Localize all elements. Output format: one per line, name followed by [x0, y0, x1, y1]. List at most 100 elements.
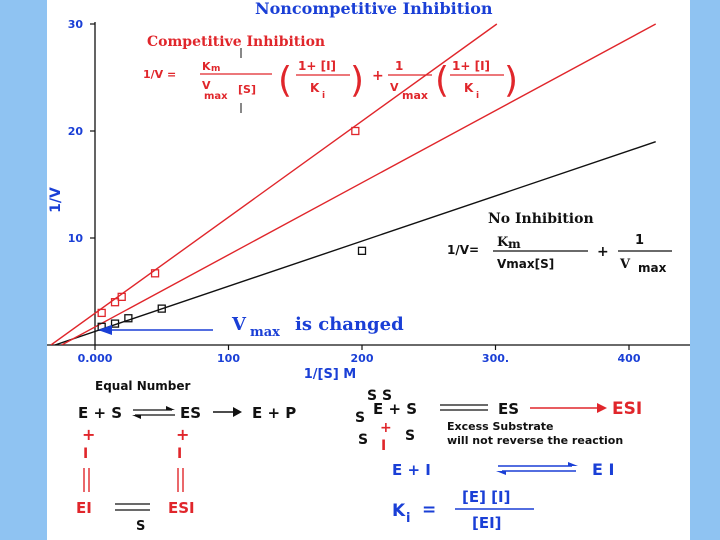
scheme-left: Equal Number E + S ES E + P + I + I EI E…	[76, 379, 296, 534]
vmax-changed-rest: is changed	[295, 314, 404, 335]
product-label: E + P	[252, 404, 296, 422]
eq-arrow-fwd-head	[166, 406, 175, 410]
x-tick-label: 0.000	[78, 352, 113, 365]
ki-lhs: K	[392, 501, 406, 521]
eq-arrow-rev-head	[132, 415, 141, 419]
s-under-label: S	[136, 519, 145, 534]
series-line-0	[50, 23, 498, 345]
eq-comp-lhs: 1/V =	[143, 68, 176, 81]
es-label: ES	[180, 404, 201, 422]
eq-comp-one: 1	[395, 59, 403, 73]
data-point	[117, 292, 126, 302]
ei-label: EI	[76, 499, 92, 517]
x-tick-label: 100	[217, 352, 240, 365]
s-cluster-bottom1: S	[358, 432, 368, 448]
s-cluster-top: S S	[367, 388, 392, 404]
eq-comp-paren2-close: )	[504, 60, 518, 101]
eq-comp-plus: +	[372, 68, 384, 84]
excess-line1: Excess Substrate	[447, 420, 554, 433]
i-left: I	[83, 446, 88, 462]
eq-comp-den1: V	[202, 79, 211, 92]
y-tick-label: 20	[68, 125, 84, 138]
eq-comp-den2-sub: max	[402, 89, 428, 102]
data-point	[357, 246, 367, 255]
red-i-right: I	[381, 438, 386, 454]
ei-right: E I	[592, 460, 614, 479]
series-line-1	[54, 141, 656, 345]
x-tick-label: 400	[618, 352, 641, 365]
eq-none-num1: K	[497, 235, 509, 250]
series-line-2	[61, 23, 657, 345]
data-point	[157, 304, 166, 313]
ki-num: [E] [I]	[462, 488, 510, 506]
data-point	[351, 126, 360, 136]
y-axis-label: 1/V	[48, 187, 64, 213]
x-tick-label: 300.	[482, 352, 509, 365]
chart-title: Noncompetitive Inhibition	[255, 0, 493, 18]
eq-none-num1-sub: m	[508, 237, 521, 251]
eq-comp-km: K	[202, 60, 211, 73]
eq-comp-paren1-top: 1+ [I]	[298, 59, 336, 73]
ki-den: [EI]	[472, 514, 502, 532]
reaction-e-plus-s: E + S	[78, 404, 122, 422]
x-tick-label: 200	[351, 352, 374, 365]
ticks-layer: 0.000 100 200 300. 400 10 20 30	[68, 18, 641, 365]
eq-none-lhs: 1/V=	[447, 243, 479, 257]
eq-none-num2: 1	[635, 233, 644, 248]
s-cluster-bottom2: S	[405, 428, 415, 444]
data-point	[110, 319, 120, 328]
eq-comp-paren2-bot-sub: i	[476, 91, 479, 101]
data-point	[150, 269, 160, 278]
equal-number-label: Equal Number	[95, 379, 191, 393]
no-inhibition-label: No Inhibition	[488, 211, 594, 227]
esi-right: ESI	[612, 399, 642, 419]
eq-comp-paren2-bot: K	[464, 81, 474, 95]
eq-none-den2-sub: max	[638, 261, 667, 275]
ki-eq: =	[422, 500, 436, 520]
y-tick-label: 30	[68, 18, 84, 31]
s-cluster-left: S	[355, 410, 365, 426]
y-tick-label: 10	[68, 232, 84, 245]
data-point	[110, 298, 120, 307]
no-inhibition-equation: 1/V= K m Vmax[S] + 1 V max	[447, 233, 672, 275]
plus-left: +	[82, 425, 95, 444]
right-margin	[690, 0, 720, 540]
competitive-equation: 1/V = K m V max [S] ( 1+ [I] K i ) + 1 V…	[143, 48, 518, 113]
right-arrow-esi-head	[597, 403, 607, 413]
series-lines	[50, 23, 657, 345]
x-axis-label: 1/[S] M	[304, 367, 357, 382]
scheme-right: S S S S S E + S ES ESI + I Excess Substr…	[355, 388, 642, 532]
eq-comp-paren2-top: 1+ [I]	[452, 59, 490, 73]
eq-comp-den1-rest: [S]	[238, 83, 256, 96]
e-plus-s-right: E + S	[373, 400, 417, 418]
i-right: I	[177, 446, 182, 462]
competitive-label: Competitive Inhibition	[147, 34, 325, 50]
eq-comp-paren1-open: (	[278, 60, 292, 101]
e-plus-i-label: E + I	[392, 461, 431, 479]
eq-comp-den2: V	[390, 81, 399, 94]
vmax-changed-v: V	[231, 314, 247, 335]
red-plus-right: +	[380, 420, 392, 436]
excess-line2: will not reverse the reaction	[447, 434, 623, 447]
ei-eq-fwd-head	[568, 462, 578, 466]
eq-none-plus: +	[597, 244, 609, 260]
vmax-arrow-head	[98, 325, 112, 335]
plus-right: +	[176, 425, 189, 444]
eq-comp-den1-sub: max	[204, 91, 228, 102]
eq-comp-paren1-bot-sub: i	[322, 91, 325, 101]
eq-comp-paren1-close: )	[350, 60, 364, 101]
ki-sub: i	[406, 511, 410, 526]
esi-label: ESI	[168, 499, 195, 517]
data-point	[124, 314, 133, 323]
arrow-to-product-head	[233, 407, 242, 417]
data-point	[97, 308, 106, 318]
eq-comp-paren2-open: (	[435, 60, 449, 101]
ei-eq-rev-head	[496, 471, 506, 475]
vmax-changed-sub: max	[250, 325, 280, 340]
eq-comp-km-sub: m	[211, 64, 220, 74]
es-right: ES	[498, 400, 519, 418]
eq-none-den2: V	[619, 257, 631, 272]
eq-none-den1: Vmax[S]	[497, 257, 554, 271]
series-points	[97, 126, 367, 331]
